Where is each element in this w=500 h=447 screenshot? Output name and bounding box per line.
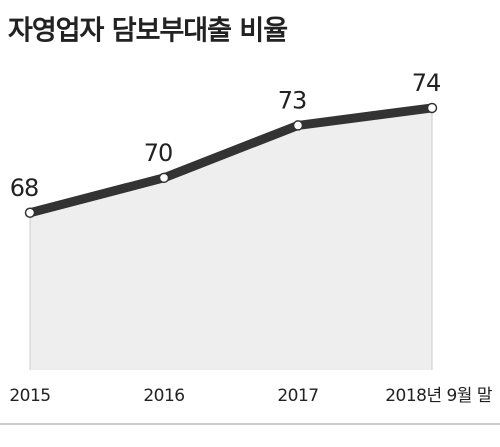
value-label: 73 [278,86,307,114]
value-label: 70 [144,139,173,167]
line [25,103,437,218]
point [426,102,438,114]
x-tick-label: 2018년 9월 말 [385,386,493,406]
value-label: 74 [412,69,441,97]
point [292,120,304,131]
x-tick-label: 2015 [9,386,50,406]
area [30,107,432,371]
point [158,172,170,184]
chart-title: 자영업자 담보부대출 비율 [8,16,287,47]
value-label: 68 [10,174,39,202]
x-tick-label: 2016 [143,386,184,406]
point [24,207,36,219]
x-tick-label: 2017 [277,386,318,406]
